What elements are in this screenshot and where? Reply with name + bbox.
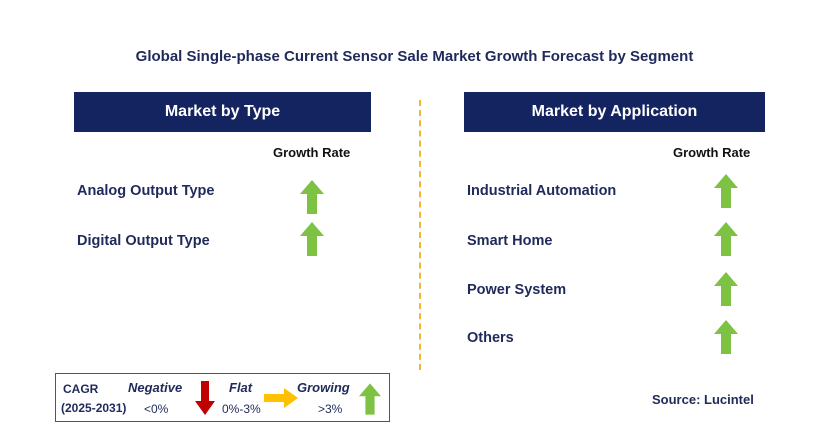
application-growth-rate-label: Growth Rate bbox=[673, 145, 751, 160]
right-arrow-icon bbox=[264, 388, 298, 408]
up-arrow-icon bbox=[359, 383, 381, 415]
segment-label-power-system: Power System bbox=[467, 282, 567, 298]
type-panel-header: Market by Type bbox=[74, 92, 371, 132]
up-arrow-icon bbox=[300, 180, 324, 214]
panel-divider bbox=[419, 100, 421, 370]
segment-label-digital-output: Digital Output Type bbox=[77, 233, 210, 249]
up-arrow-icon bbox=[714, 174, 738, 208]
legend-growing-value: >3% bbox=[318, 402, 343, 416]
application-panel-header: Market by Application bbox=[464, 92, 765, 132]
up-arrow-icon bbox=[714, 320, 738, 354]
type-growth-rate-label: Growth Rate bbox=[273, 145, 351, 160]
segment-label-analog-output: Analog Output Type bbox=[77, 183, 215, 199]
legend-flat-value: 0%-3% bbox=[222, 402, 261, 416]
cagr-legend: CAGR (2025-2031) Negative <0% Flat 0%-3%… bbox=[55, 373, 390, 422]
segment-label-smart-home: Smart Home bbox=[467, 233, 553, 249]
legend-flat-label: Flat bbox=[229, 380, 253, 395]
up-arrow-icon bbox=[300, 222, 324, 256]
down-arrow-icon bbox=[195, 381, 215, 415]
page-title: Global Single-phase Current Sensor Sale … bbox=[135, 48, 694, 65]
legend-period: (2025-2031) bbox=[61, 401, 127, 415]
legend-cagr-label: CAGR bbox=[63, 382, 99, 396]
legend-negative-value: <0% bbox=[144, 402, 169, 416]
legend-growing-label: Growing bbox=[297, 380, 350, 395]
segment-label-industrial-automation: Industrial Automation bbox=[467, 183, 617, 199]
source-label: Source: Lucintel bbox=[652, 392, 754, 407]
segment-label-others: Others bbox=[467, 330, 514, 346]
up-arrow-icon bbox=[714, 222, 738, 256]
up-arrow-icon bbox=[714, 272, 738, 306]
legend-negative-label: Negative bbox=[128, 380, 183, 395]
